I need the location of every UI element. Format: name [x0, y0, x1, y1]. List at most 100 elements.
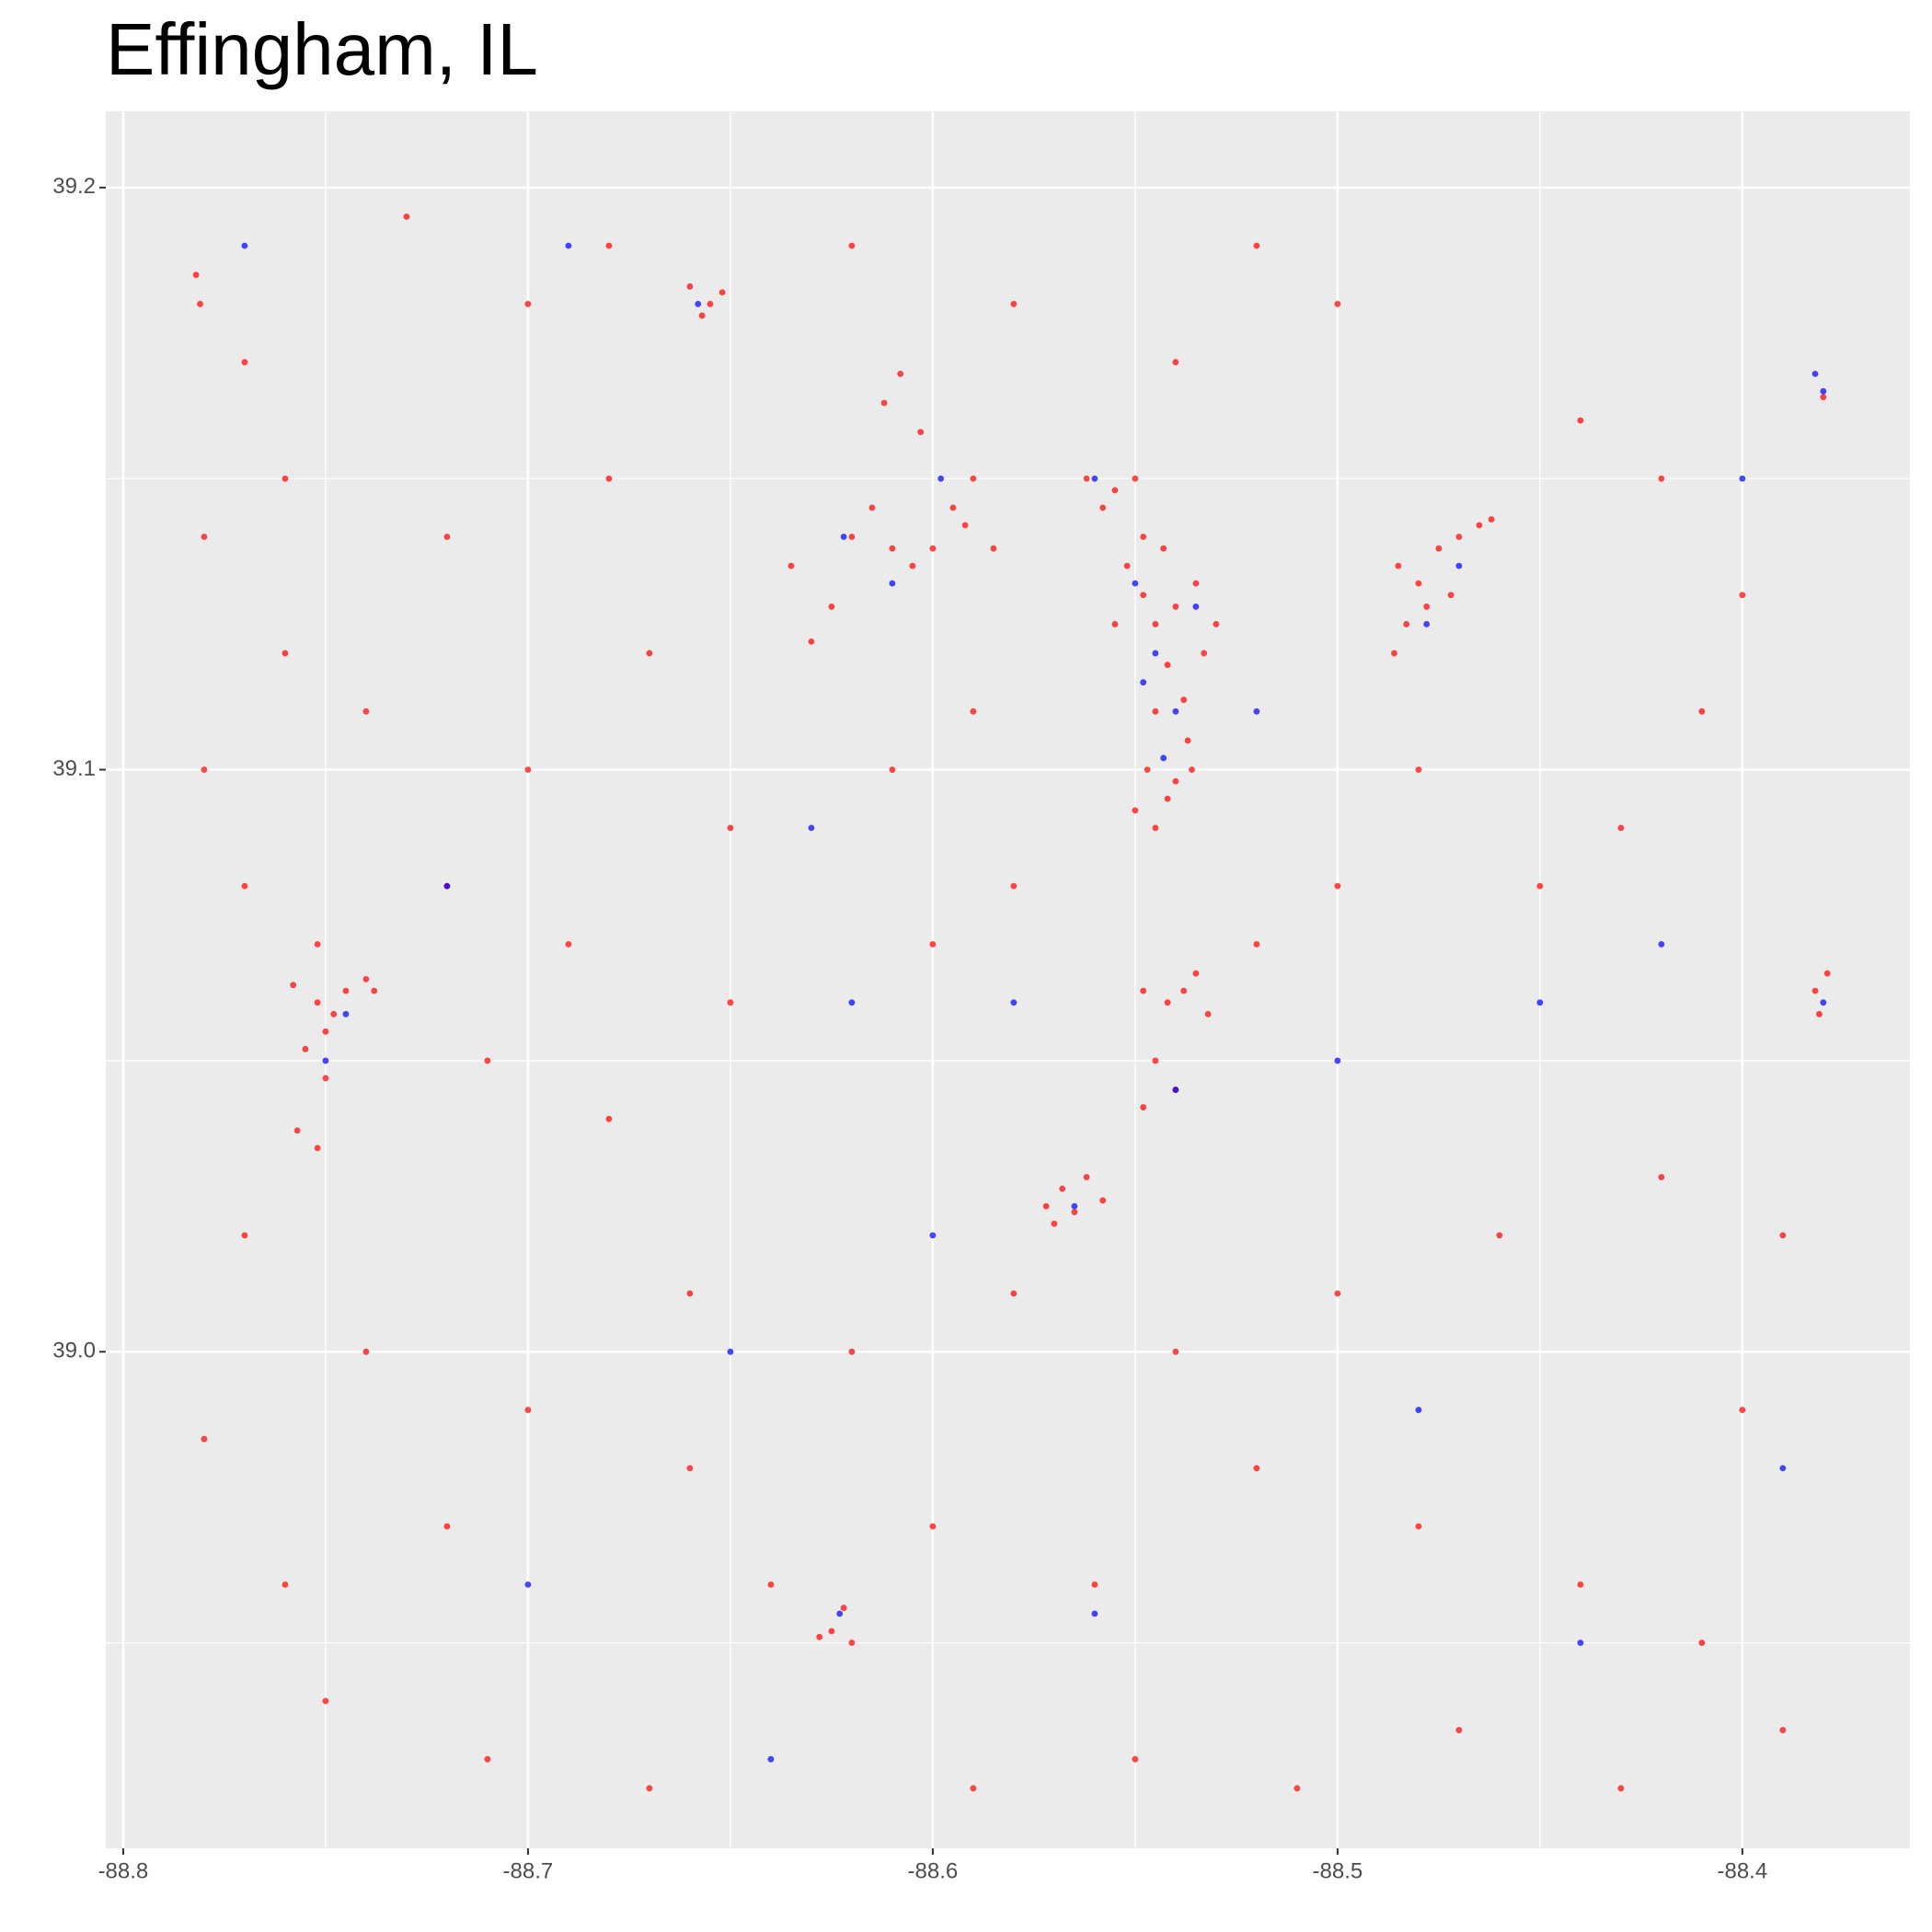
- point: [686, 1465, 694, 1472]
- point: [1010, 1290, 1018, 1297]
- point: [889, 545, 896, 552]
- point: [1099, 504, 1107, 512]
- point: [909, 562, 916, 569]
- point: [201, 1435, 208, 1443]
- point: [1435, 545, 1443, 552]
- point: [808, 824, 815, 832]
- point: [241, 1232, 248, 1239]
- point: [1253, 242, 1260, 249]
- point: [197, 301, 203, 307]
- point: [970, 707, 977, 715]
- point: [1577, 1639, 1584, 1647]
- point: [1071, 1202, 1078, 1210]
- point: [1617, 1785, 1625, 1792]
- point: [605, 475, 613, 482]
- point: [1204, 1010, 1212, 1018]
- point: [484, 1755, 491, 1763]
- point: [1051, 1220, 1058, 1227]
- point: [1294, 1785, 1301, 1792]
- point: [1144, 766, 1151, 773]
- point: [282, 475, 289, 482]
- chart-title: Effingham, IL: [106, 8, 538, 90]
- point: [605, 242, 613, 249]
- point: [1253, 941, 1260, 948]
- point: [1140, 534, 1147, 540]
- point: [1152, 824, 1159, 832]
- y-tick-label: 39.0: [52, 1339, 96, 1363]
- point: [322, 1028, 329, 1035]
- point: [1192, 604, 1200, 610]
- point: [1160, 754, 1167, 762]
- point: [362, 975, 370, 983]
- point: [1820, 999, 1827, 1006]
- grid: [106, 111, 1910, 1848]
- point: [1140, 592, 1147, 599]
- point: [1455, 534, 1463, 540]
- point: [330, 1010, 338, 1018]
- point: [1091, 1610, 1098, 1617]
- point: [836, 1610, 844, 1617]
- point: [1423, 621, 1431, 627]
- point: [1455, 562, 1463, 569]
- point: [1172, 604, 1179, 610]
- point: [686, 283, 694, 290]
- point: [1140, 987, 1147, 995]
- point: [917, 429, 925, 436]
- point: [1140, 1104, 1147, 1110]
- point: [1334, 1290, 1341, 1297]
- point: [1132, 580, 1139, 587]
- point: [707, 301, 714, 307]
- point: [1180, 696, 1188, 704]
- point: [1091, 475, 1098, 482]
- point: [241, 882, 248, 890]
- point: [605, 1115, 613, 1122]
- point: [282, 650, 289, 657]
- point: [1172, 777, 1179, 785]
- point: [1132, 475, 1139, 482]
- point: [1577, 1581, 1584, 1588]
- point: [929, 1232, 937, 1239]
- point: [1779, 1232, 1787, 1239]
- point: [371, 987, 378, 995]
- point: [1403, 621, 1410, 627]
- point: [990, 545, 997, 552]
- point: [1091, 1581, 1098, 1588]
- point: [816, 1633, 823, 1640]
- point: [524, 301, 532, 307]
- point: [1698, 707, 1706, 715]
- points: [192, 213, 1831, 1792]
- point: [1042, 1202, 1050, 1210]
- point: [1172, 1087, 1179, 1093]
- point: [937, 475, 945, 482]
- point: [1132, 1755, 1139, 1763]
- point: [1391, 650, 1397, 657]
- point: [848, 242, 856, 249]
- point: [1213, 621, 1220, 627]
- point: [1010, 301, 1018, 307]
- point: [1253, 707, 1260, 715]
- point: [1111, 487, 1119, 494]
- point: [808, 638, 815, 645]
- point: [1010, 882, 1018, 890]
- point: [695, 301, 702, 307]
- point: [961, 522, 969, 529]
- point: [929, 941, 937, 948]
- point: [1476, 522, 1483, 529]
- point: [1083, 475, 1090, 482]
- point: [848, 1639, 856, 1647]
- point: [970, 475, 977, 482]
- point: [880, 399, 888, 407]
- point: [1189, 766, 1195, 773]
- point: [1180, 987, 1188, 995]
- point: [1172, 707, 1179, 715]
- point: [1617, 824, 1625, 832]
- point: [1010, 999, 1018, 1006]
- point: [646, 1785, 653, 1792]
- point: [524, 1581, 532, 1588]
- point: [848, 534, 856, 540]
- point: [282, 1581, 289, 1588]
- point: [1415, 1407, 1422, 1413]
- point: [362, 1348, 370, 1355]
- point: [1415, 1523, 1422, 1530]
- point: [1739, 592, 1746, 599]
